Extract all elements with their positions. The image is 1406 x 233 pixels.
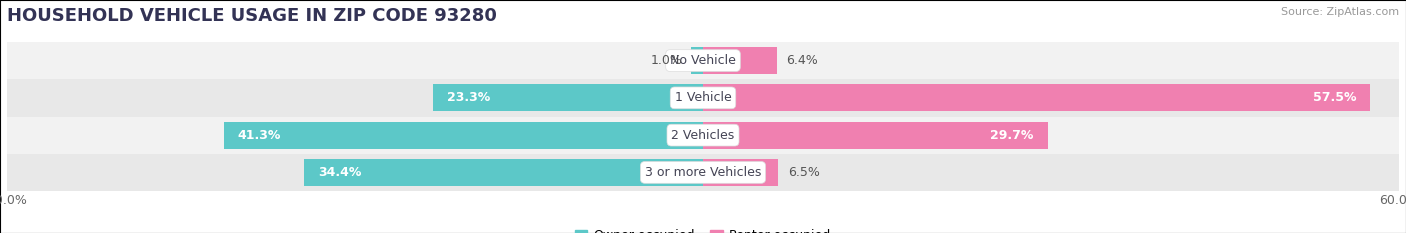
Text: Source: ZipAtlas.com: Source: ZipAtlas.com [1281,7,1399,17]
Bar [304,159,703,186]
Text: 57.5%: 57.5% [1313,91,1355,104]
Text: No Vehicle: No Vehicle [671,54,735,67]
Bar [7,42,1399,79]
Text: 34.4%: 34.4% [318,166,361,179]
Text: 1.0%: 1.0% [650,54,682,67]
Text: 29.7%: 29.7% [990,129,1033,142]
Text: 6.4%: 6.4% [786,54,818,67]
Text: 23.3%: 23.3% [447,91,489,104]
Bar [224,122,703,149]
Text: 2 Vehicles: 2 Vehicles [672,129,734,142]
Text: 3 or more Vehicles: 3 or more Vehicles [645,166,761,179]
Text: 1 Vehicle: 1 Vehicle [675,91,731,104]
Bar [7,116,1399,154]
Bar [433,84,703,111]
Legend: Owner-occupied, Renter-occupied: Owner-occupied, Renter-occupied [569,224,837,233]
Bar [7,79,1399,116]
Bar [7,154,1399,191]
Text: HOUSEHOLD VEHICLE USAGE IN ZIP CODE 93280: HOUSEHOLD VEHICLE USAGE IN ZIP CODE 9328… [7,7,496,25]
Bar [703,84,1369,111]
Bar [703,47,778,74]
Text: 41.3%: 41.3% [238,129,281,142]
Bar [692,47,703,74]
Bar [703,122,1047,149]
Bar [703,159,779,186]
Text: 6.5%: 6.5% [787,166,820,179]
